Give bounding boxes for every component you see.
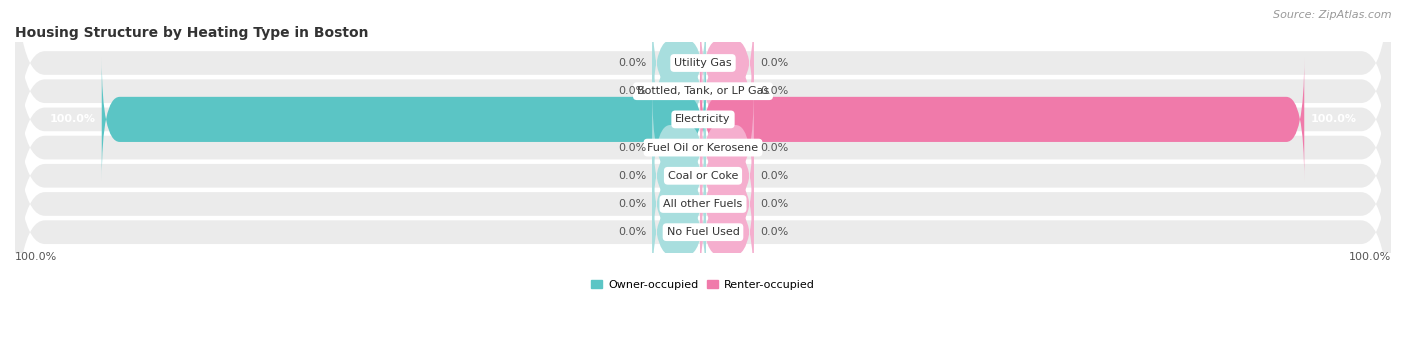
FancyBboxPatch shape [700, 170, 754, 294]
Text: Housing Structure by Heating Type in Boston: Housing Structure by Heating Type in Bos… [15, 26, 368, 40]
FancyBboxPatch shape [15, 0, 1391, 220]
FancyBboxPatch shape [15, 47, 1391, 305]
FancyBboxPatch shape [652, 142, 706, 266]
FancyBboxPatch shape [652, 29, 706, 153]
FancyBboxPatch shape [700, 114, 754, 238]
Text: 100.0%: 100.0% [1348, 252, 1391, 263]
FancyBboxPatch shape [652, 86, 706, 210]
FancyBboxPatch shape [652, 170, 706, 294]
Text: No Fuel Used: No Fuel Used [666, 227, 740, 237]
FancyBboxPatch shape [652, 1, 706, 125]
FancyBboxPatch shape [700, 86, 754, 210]
Text: 0.0%: 0.0% [759, 143, 789, 152]
FancyBboxPatch shape [700, 57, 1305, 181]
Text: 100.0%: 100.0% [49, 114, 96, 124]
Text: 0.0%: 0.0% [617, 199, 647, 209]
Text: Electricity: Electricity [675, 114, 731, 124]
FancyBboxPatch shape [15, 103, 1391, 341]
Text: 0.0%: 0.0% [617, 58, 647, 68]
Text: Coal or Coke: Coal or Coke [668, 171, 738, 181]
FancyBboxPatch shape [101, 57, 706, 181]
Text: 100.0%: 100.0% [15, 252, 58, 263]
Text: 0.0%: 0.0% [759, 171, 789, 181]
Text: 0.0%: 0.0% [617, 143, 647, 152]
Text: Bottled, Tank, or LP Gas: Bottled, Tank, or LP Gas [637, 86, 769, 96]
FancyBboxPatch shape [15, 75, 1391, 333]
FancyBboxPatch shape [652, 114, 706, 238]
Text: Fuel Oil or Kerosene: Fuel Oil or Kerosene [647, 143, 759, 152]
Text: 100.0%: 100.0% [1310, 114, 1357, 124]
FancyBboxPatch shape [700, 142, 754, 266]
Legend: Owner-occupied, Renter-occupied: Owner-occupied, Renter-occupied [586, 275, 820, 294]
Text: 0.0%: 0.0% [617, 171, 647, 181]
Text: 0.0%: 0.0% [759, 86, 789, 96]
FancyBboxPatch shape [700, 1, 754, 125]
Text: 0.0%: 0.0% [759, 58, 789, 68]
Text: All other Fuels: All other Fuels [664, 199, 742, 209]
Text: 0.0%: 0.0% [617, 227, 647, 237]
Text: 0.0%: 0.0% [617, 86, 647, 96]
Text: 0.0%: 0.0% [759, 227, 789, 237]
Text: 0.0%: 0.0% [759, 199, 789, 209]
FancyBboxPatch shape [700, 29, 754, 153]
FancyBboxPatch shape [15, 0, 1391, 192]
FancyBboxPatch shape [15, 0, 1391, 249]
Text: Utility Gas: Utility Gas [675, 58, 731, 68]
Text: Source: ZipAtlas.com: Source: ZipAtlas.com [1274, 10, 1392, 20]
FancyBboxPatch shape [15, 18, 1391, 277]
